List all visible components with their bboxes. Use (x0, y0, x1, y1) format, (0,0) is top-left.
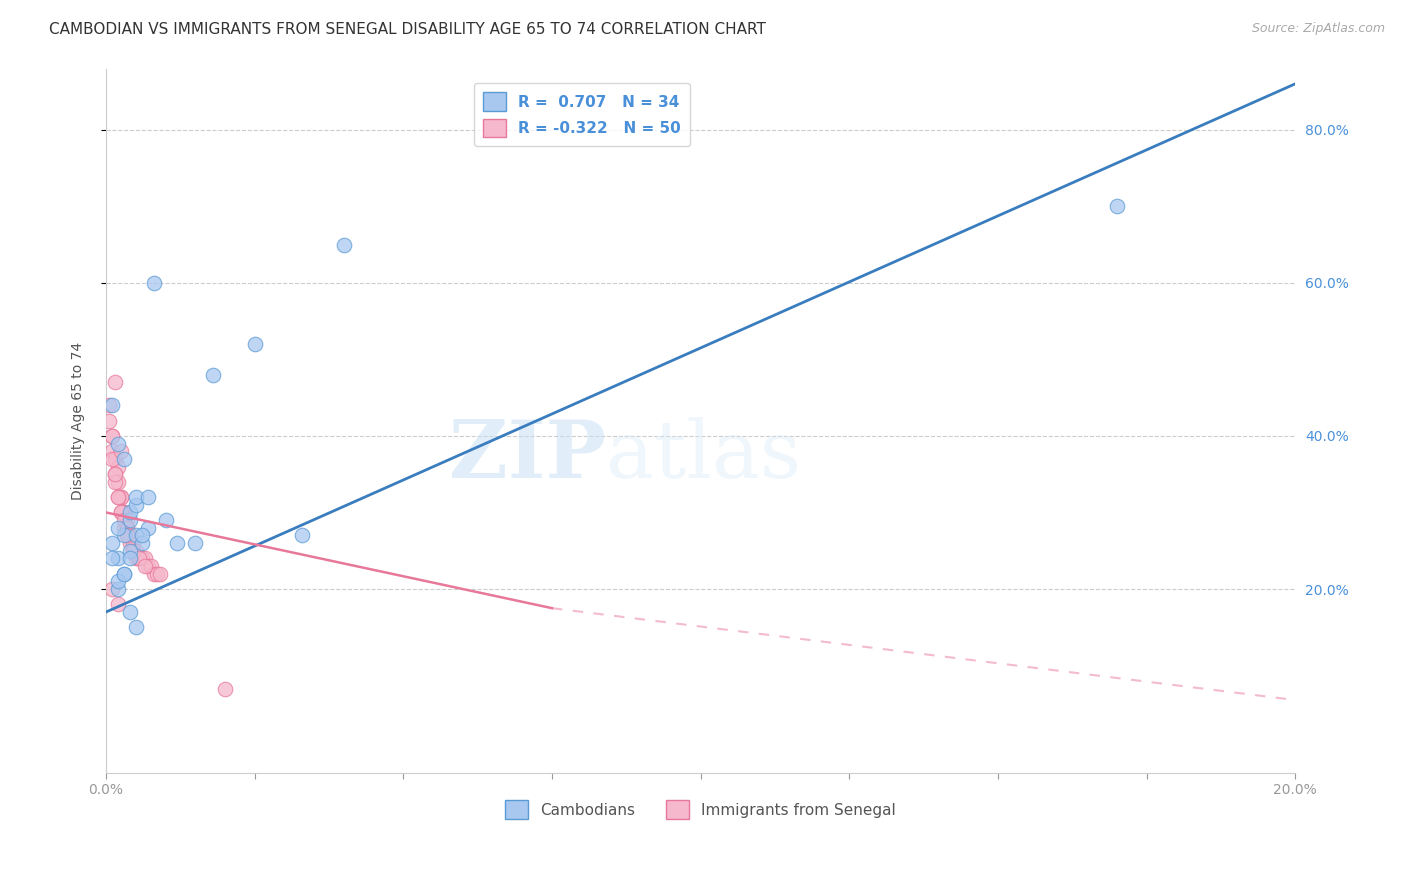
Point (125, 620, 148, 634)
Point (112, 528, 135, 542)
Point (98, 414, 121, 428)
Point (202, 368, 225, 382)
Point (112, 513, 135, 527)
Point (125, 498, 148, 512)
Point (107, 490, 129, 504)
Point (110, 506, 132, 520)
Point (112, 566, 135, 581)
Point (101, 451, 124, 466)
Legend: Cambodians, Immigrants from Senegal: Cambodians, Immigrants from Senegal (499, 794, 903, 825)
Point (107, 574, 129, 589)
Point (118, 543, 141, 558)
Point (118, 506, 141, 520)
Point (110, 490, 132, 504)
Point (112, 451, 135, 466)
Point (101, 536, 124, 550)
Point (107, 551, 129, 566)
Point (184, 536, 207, 550)
Point (136, 490, 159, 504)
Y-axis label: Disability Age 65 to 74: Disability Age 65 to 74 (72, 342, 86, 500)
Point (107, 436, 129, 450)
Point (107, 582, 129, 596)
Point (98, 398, 121, 412)
Point (112, 506, 135, 520)
Point (104, 451, 127, 466)
Point (104, 467, 127, 482)
Point (134, 551, 156, 566)
Point (131, 551, 153, 566)
Point (104, 376, 127, 390)
Point (101, 582, 124, 596)
Point (128, 551, 150, 566)
Text: atlas: atlas (606, 417, 800, 495)
Point (115, 521, 138, 535)
Point (112, 521, 135, 535)
Text: CAMBODIAN VS IMMIGRANTS FROM SENEGAL DISABILITY AGE 65 TO 74 CORRELATION CHART: CAMBODIAN VS IMMIGRANTS FROM SENEGAL DIS… (49, 22, 766, 37)
Point (136, 521, 159, 535)
Point (110, 444, 132, 458)
Point (118, 536, 141, 550)
Point (112, 566, 135, 581)
Point (110, 490, 132, 504)
Point (107, 475, 129, 489)
Point (107, 598, 129, 612)
Point (125, 490, 148, 504)
Point (1105, 199, 1128, 213)
Point (243, 337, 266, 351)
Point (125, 543, 148, 558)
Point (214, 681, 236, 696)
Point (125, 528, 148, 542)
Point (107, 521, 129, 535)
Point (112, 506, 135, 520)
Point (118, 551, 141, 566)
Point (104, 475, 127, 489)
Point (101, 551, 124, 566)
Point (101, 429, 124, 443)
Point (125, 551, 148, 566)
Point (115, 528, 138, 542)
Point (110, 506, 132, 520)
Point (101, 398, 124, 412)
Point (115, 528, 138, 542)
Point (142, 276, 165, 290)
Point (101, 444, 124, 458)
Point (136, 559, 159, 574)
Point (128, 551, 150, 566)
Point (149, 566, 172, 581)
Point (118, 513, 141, 527)
Point (118, 528, 141, 542)
Text: Source: ZipAtlas.com: Source: ZipAtlas.com (1251, 22, 1385, 36)
Point (121, 543, 143, 558)
Point (131, 528, 153, 542)
Point (101, 429, 124, 443)
Point (118, 605, 141, 619)
Point (118, 528, 141, 542)
Point (107, 490, 129, 504)
Point (333, 237, 356, 252)
Point (121, 543, 143, 558)
Point (107, 459, 129, 474)
Text: ZIP: ZIP (449, 417, 606, 495)
Point (121, 536, 143, 550)
Point (166, 536, 188, 550)
Point (139, 559, 162, 574)
Point (291, 528, 314, 542)
Point (115, 513, 138, 527)
Point (115, 521, 138, 535)
Point (155, 513, 177, 527)
Point (134, 559, 156, 574)
Point (142, 566, 165, 581)
Point (145, 566, 167, 581)
Point (131, 536, 153, 550)
Point (104, 467, 127, 482)
